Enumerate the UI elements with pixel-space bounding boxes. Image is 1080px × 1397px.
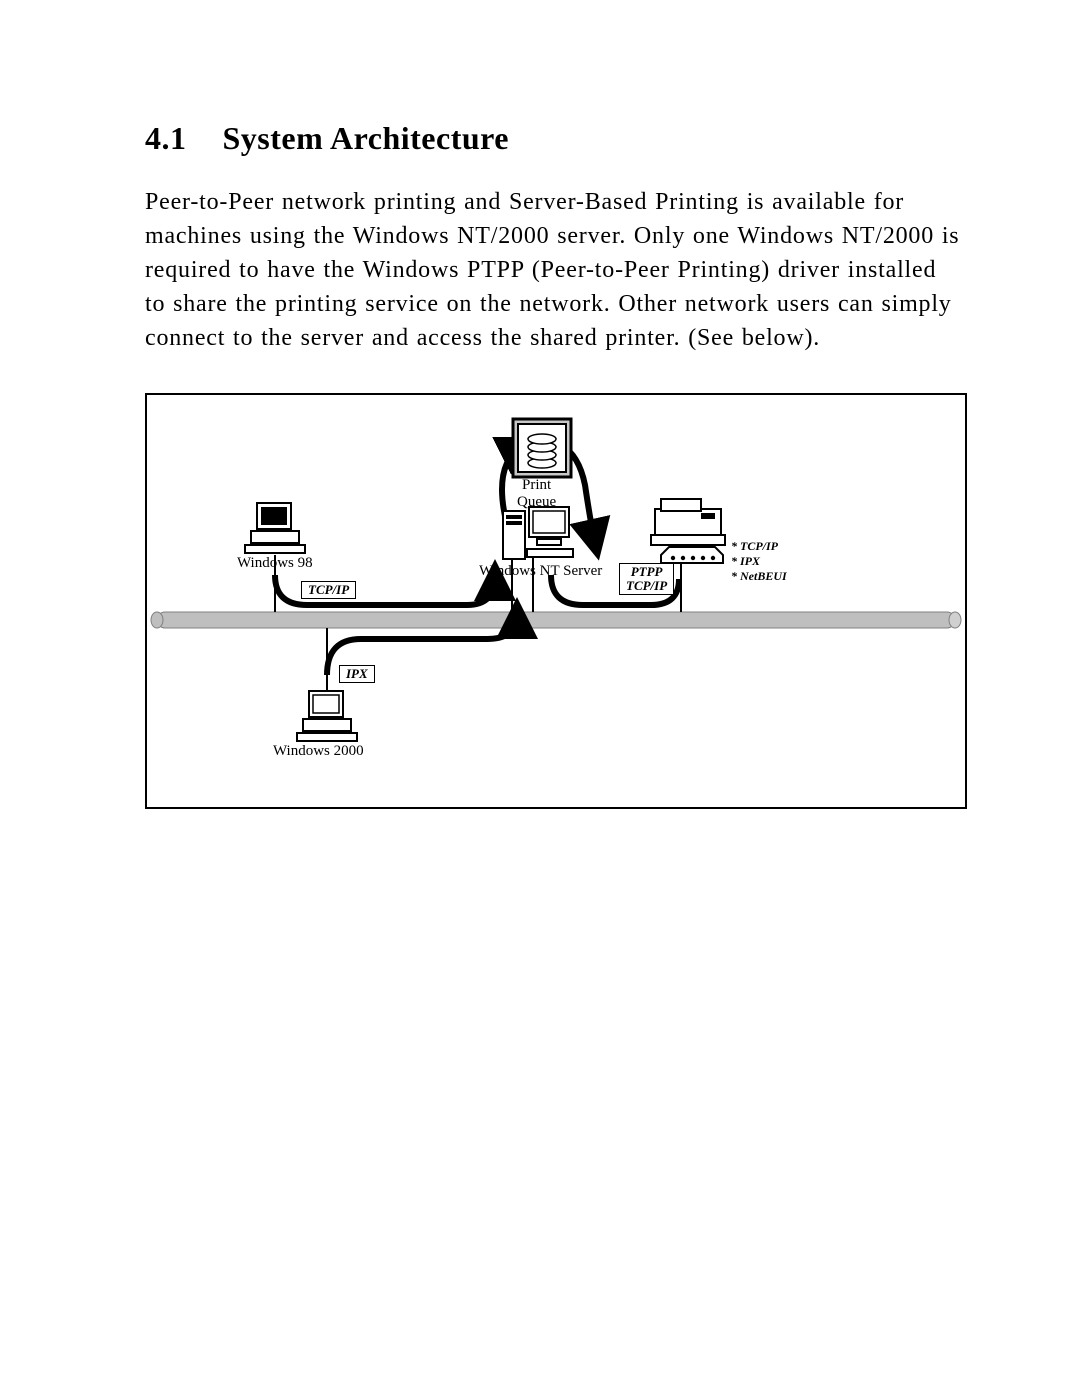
printer-protocol-list: * TCP/IP * IPX * NetBEUI bbox=[731, 539, 787, 584]
nt-server-icon bbox=[503, 507, 573, 559]
printer-proto-ipx: * IPX bbox=[731, 554, 787, 569]
print-queue-icon bbox=[513, 419, 571, 477]
print-queue-label: Print Queue bbox=[517, 477, 556, 511]
architecture-diagram: Print Queue Windows 98 Windows NT Server… bbox=[145, 393, 967, 809]
win2000-label: Windows 2000 bbox=[273, 743, 364, 760]
protocol-ptpp: PTPP bbox=[626, 565, 667, 579]
print-queue-label-line2: Queue bbox=[517, 494, 556, 510]
section-title: System Architecture bbox=[223, 120, 509, 156]
printer-proto-netbeui: * NetBEUI bbox=[731, 569, 787, 584]
protocol-ipx: IPX bbox=[346, 667, 368, 681]
win2000-icon bbox=[297, 691, 357, 741]
diagram-svg bbox=[147, 395, 965, 807]
win98-icon bbox=[245, 503, 305, 553]
protocol-box-win2000: IPX bbox=[339, 665, 375, 683]
section-number: 4.1 bbox=[145, 120, 187, 157]
section-heading: 4.1 System Architecture bbox=[145, 120, 960, 157]
protocol-tcpip: TCP/IP bbox=[308, 583, 349, 597]
network-bus bbox=[151, 612, 961, 628]
protocol-tcpip2: TCP/IP bbox=[626, 579, 667, 593]
printer-proto-tcpip: * TCP/IP bbox=[731, 539, 787, 554]
win98-label: Windows 98 bbox=[237, 555, 313, 572]
protocol-box-nt: PTPP TCP/IP bbox=[619, 563, 674, 594]
protocol-box-win98: TCP/IP bbox=[301, 581, 356, 599]
body-paragraph: Peer-to-Peer network printing and Server… bbox=[145, 185, 960, 355]
printer-icon bbox=[651, 499, 725, 563]
nt-server-label: Windows NT Server bbox=[479, 563, 602, 580]
print-queue-label-line1: Print bbox=[522, 477, 551, 493]
